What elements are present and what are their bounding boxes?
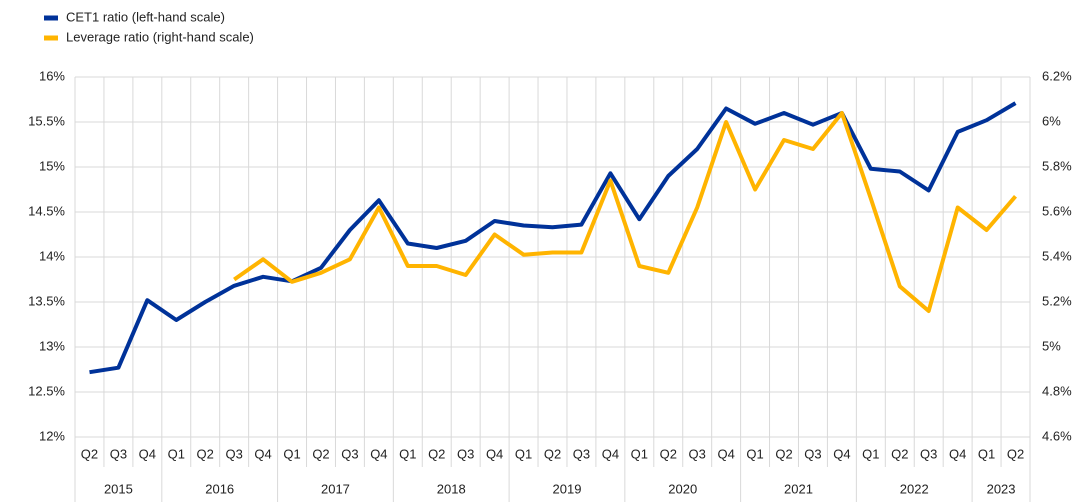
- x-tick-label: Q2: [1007, 446, 1024, 461]
- year-label: 2022: [900, 481, 929, 496]
- y2-tick-label: 4.8%: [1042, 383, 1072, 398]
- x-tick-label: Q4: [833, 446, 850, 461]
- x-tick-label: Q1: [399, 446, 416, 461]
- x-tick-label: Q1: [515, 446, 532, 461]
- y-tick-label: 13%: [39, 338, 65, 353]
- x-tick-label: Q2: [660, 446, 677, 461]
- x-tick-label: Q3: [457, 446, 474, 461]
- y2-tick-label: 5.6%: [1042, 203, 1072, 218]
- y2-tick-label: 4.6%: [1042, 428, 1072, 443]
- x-tick-label: Q3: [341, 446, 358, 461]
- x-tick-label: Q2: [197, 446, 214, 461]
- y2-tick-label: 5.8%: [1042, 158, 1072, 173]
- x-tick-label: Q3: [689, 446, 706, 461]
- x-tick-label: Q2: [891, 446, 908, 461]
- y2-tick-label: 5.2%: [1042, 293, 1072, 308]
- y2-tick-label: 5.4%: [1042, 248, 1072, 263]
- x-tick-label: Q1: [978, 446, 995, 461]
- x-tick-label: Q4: [139, 446, 156, 461]
- year-label: 2016: [205, 481, 234, 496]
- x-tick-label: Q1: [862, 446, 879, 461]
- y-tick-label: 16%: [39, 68, 65, 83]
- x-tick-label: Q1: [168, 446, 185, 461]
- x-tick-label: Q1: [746, 446, 763, 461]
- legend-label: Leverage ratio (right-hand scale): [66, 29, 254, 44]
- x-tick-label: Q3: [920, 446, 937, 461]
- y-tick-label: 15%: [39, 158, 65, 173]
- year-label: 2017: [321, 481, 350, 496]
- year-label: 2019: [553, 481, 582, 496]
- x-tick-label: Q4: [717, 446, 734, 461]
- x-tick-label: Q3: [804, 446, 821, 461]
- year-label: 2021: [784, 481, 813, 496]
- y-tick-label: 13.5%: [28, 293, 65, 308]
- year-label: 2018: [437, 481, 466, 496]
- x-tick-label: Q2: [312, 446, 329, 461]
- y-tick-label: 12%: [39, 428, 65, 443]
- y-tick-label: 15.5%: [28, 113, 65, 128]
- x-tick-label: Q2: [544, 446, 561, 461]
- y2-tick-label: 6.2%: [1042, 68, 1072, 83]
- x-tick-label: Q4: [254, 446, 271, 461]
- x-tick-label: Q4: [949, 446, 966, 461]
- x-tick-label: Q2: [428, 446, 445, 461]
- x-tick-label: Q3: [225, 446, 242, 461]
- year-label: 2020: [668, 481, 697, 496]
- y2-tick-label: 5%: [1042, 338, 1061, 353]
- year-label: 2023: [987, 481, 1016, 496]
- x-tick-label: Q4: [486, 446, 503, 461]
- x-tick-label: Q2: [81, 446, 98, 461]
- legend-label: CET1 ratio (left-hand scale): [66, 9, 225, 24]
- x-tick-label: Q4: [602, 446, 619, 461]
- y2-tick-label: 6%: [1042, 113, 1061, 128]
- x-tick-label: Q3: [110, 446, 127, 461]
- x-tick-label: Q2: [775, 446, 792, 461]
- y-tick-label: 12.5%: [28, 383, 65, 398]
- x-tick-label: Q1: [283, 446, 300, 461]
- series-line: [233, 111, 1018, 313]
- x-tick-label: Q4: [370, 446, 387, 461]
- x-tick-label: Q1: [631, 446, 648, 461]
- y-tick-label: 14%: [39, 248, 65, 263]
- x-tick-label: Q3: [573, 446, 590, 461]
- year-label: 2015: [104, 481, 133, 496]
- y-tick-label: 14.5%: [28, 203, 65, 218]
- series-line: [89, 101, 1017, 375]
